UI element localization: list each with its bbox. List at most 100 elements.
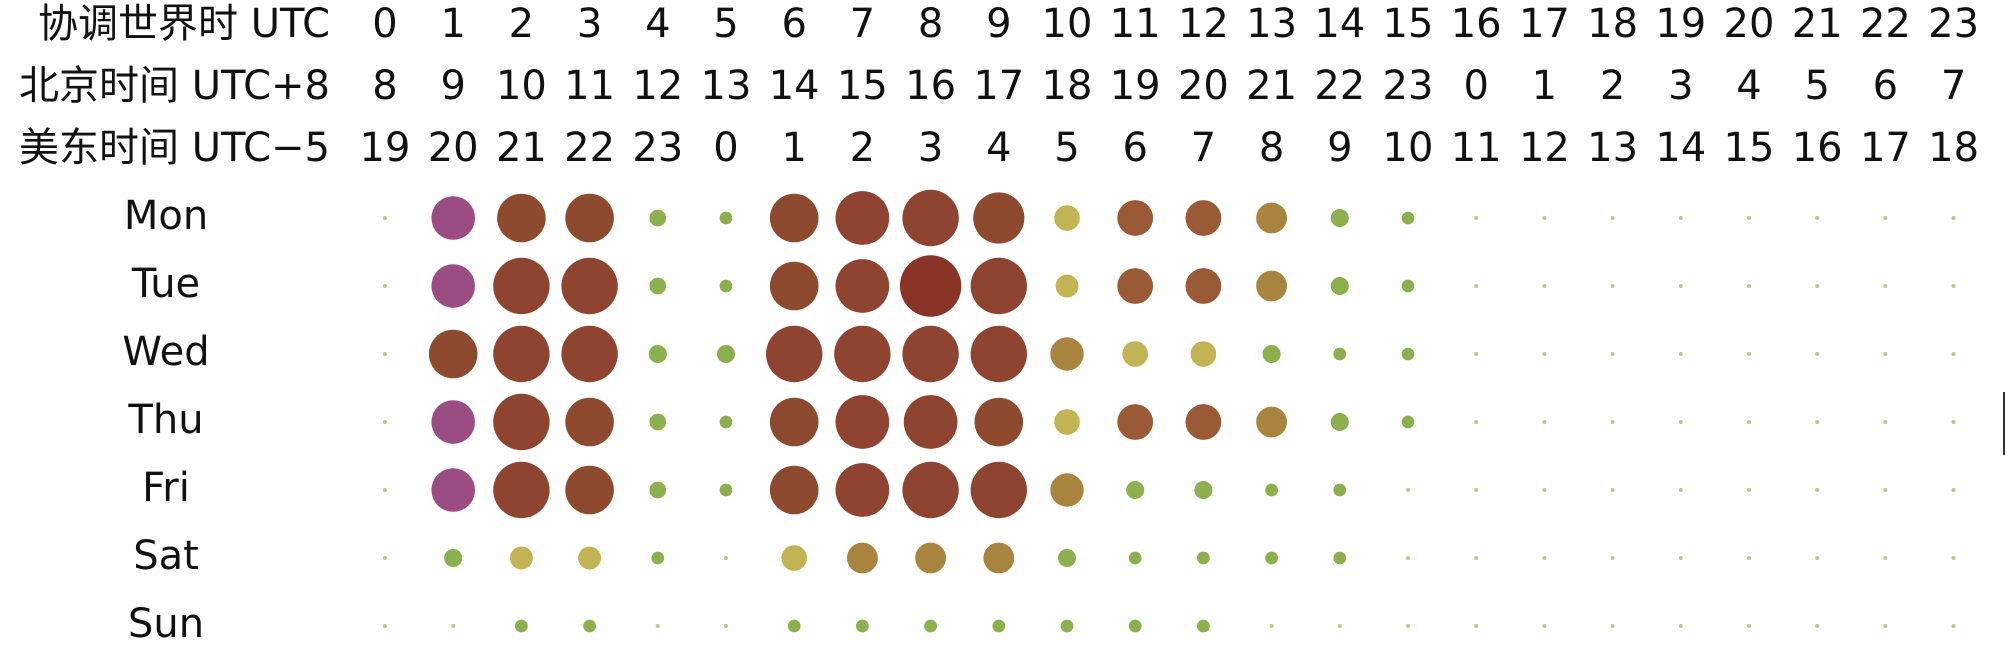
- bubble: [561, 325, 618, 383]
- hour-label: 11: [1110, 1, 1161, 47]
- bubble: [651, 551, 665, 565]
- day-label: Tue: [131, 261, 200, 307]
- bubble: [1542, 555, 1547, 561]
- bubble: [1128, 619, 1142, 633]
- bubble: [649, 481, 667, 499]
- bubble: [1542, 215, 1547, 221]
- hour-label: 0: [372, 1, 397, 47]
- bubble: [1050, 473, 1084, 507]
- hour-label: 9: [440, 63, 465, 109]
- day-label: Mon: [124, 193, 208, 239]
- bubble: [1405, 555, 1411, 561]
- hour-label: 10: [496, 63, 547, 109]
- bubble: [835, 395, 890, 449]
- hour-label: 13: [1246, 1, 1297, 47]
- bubble: [1746, 623, 1752, 629]
- bubble: [1610, 419, 1615, 425]
- bubble: [970, 257, 1027, 315]
- hour-label: 8: [1259, 125, 1284, 171]
- bubble: [1330, 208, 1349, 228]
- bubble: [835, 259, 890, 313]
- bubble: [1405, 487, 1411, 493]
- day-label: Thu: [127, 397, 203, 443]
- bubble: [1337, 623, 1342, 629]
- bubble: [578, 546, 602, 570]
- bubble: [769, 193, 819, 243]
- bubble: [1678, 487, 1683, 493]
- hour-label: 19: [360, 125, 411, 171]
- bubble: [1610, 555, 1615, 561]
- bubble: [1678, 351, 1683, 357]
- bubble: [382, 555, 388, 561]
- bubble: [1951, 555, 1956, 561]
- hour-label: 16: [1792, 125, 1843, 171]
- hour-label: 5: [713, 1, 738, 47]
- hour-label: 17: [973, 63, 1024, 109]
- hour-label: 21: [1246, 63, 1297, 109]
- hour-label: 22: [1860, 1, 1911, 47]
- bubble: [649, 209, 667, 227]
- hour-label: 4: [1736, 63, 1761, 109]
- day-label: Fri: [142, 465, 190, 511]
- hour-label: 3: [1668, 63, 1693, 109]
- hour-label: 17: [1519, 1, 1570, 47]
- hour-label: 20: [1178, 63, 1229, 109]
- bubble: [769, 261, 819, 311]
- bubble: [1542, 487, 1547, 493]
- bubble: [509, 546, 533, 570]
- hour-label: 15: [1724, 125, 1775, 171]
- bubble: [428, 329, 478, 379]
- bubble: [1128, 551, 1142, 565]
- bubble: [970, 325, 1027, 383]
- bubble: [1815, 623, 1820, 629]
- hour-label: 15: [1383, 1, 1434, 47]
- bubble: [902, 461, 959, 519]
- bubble: [648, 344, 667, 364]
- hour-label: 16: [905, 63, 956, 109]
- bubble: [655, 623, 660, 629]
- hour-label: 9: [986, 1, 1011, 47]
- bubble: [1883, 351, 1888, 357]
- bubble: [565, 397, 614, 447]
- bubble: [835, 463, 890, 517]
- bubble: [1117, 404, 1154, 440]
- bubble: [382, 623, 388, 629]
- hour-label: 2: [509, 1, 534, 47]
- bubble: [1474, 419, 1479, 425]
- hour-label: 17: [1860, 125, 1911, 171]
- hour-label: 7: [850, 1, 875, 47]
- bubble: [1542, 623, 1547, 629]
- bubble: [1256, 270, 1288, 302]
- bubble: [451, 623, 456, 629]
- bubble: [1951, 419, 1956, 425]
- bubble: [1610, 215, 1615, 221]
- hour-label: 11: [564, 63, 615, 109]
- bubble: [1951, 215, 1956, 221]
- bubble: [1401, 347, 1415, 361]
- hour-label: 12: [1178, 1, 1229, 47]
- bubble: [924, 619, 938, 633]
- bubble: [1746, 215, 1752, 221]
- bubble: [1883, 487, 1888, 493]
- bubble: [1474, 351, 1479, 357]
- bubble: [565, 193, 614, 243]
- bubble: [769, 465, 819, 515]
- bubble: [1401, 279, 1415, 293]
- bubble: [974, 397, 1024, 447]
- bubble: [1951, 487, 1956, 493]
- hour-label: 20: [1724, 1, 1775, 47]
- bubble: [1542, 283, 1547, 289]
- hour-label: 12: [1519, 125, 1570, 171]
- bubble: [1256, 202, 1288, 234]
- bubble: [1194, 480, 1213, 500]
- bubble: [1815, 487, 1820, 493]
- bubble: [855, 619, 869, 633]
- bubble: [1185, 268, 1222, 304]
- hour-label: 5: [1054, 125, 1079, 171]
- bubble: [1060, 619, 1074, 633]
- bubble: [719, 279, 733, 293]
- bubble: [1610, 623, 1615, 629]
- bubble: [834, 325, 891, 383]
- hour-label: 14: [769, 63, 820, 109]
- hour-label: 23: [632, 125, 683, 171]
